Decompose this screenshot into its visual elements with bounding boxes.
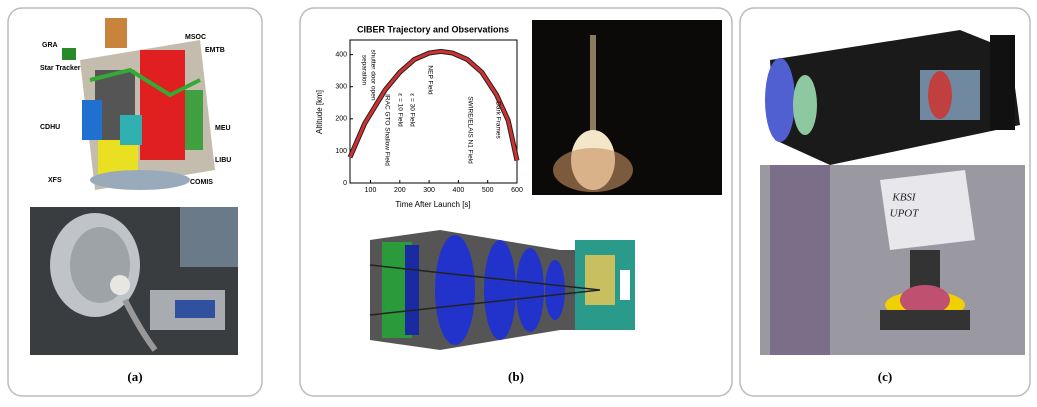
x-tick-label: 500 bbox=[482, 187, 494, 194]
component-label: CDHU bbox=[40, 124, 60, 131]
instrument-render bbox=[760, 165, 1025, 355]
trajectory-line bbox=[348, 49, 519, 161]
component-label: Star Tracker bbox=[40, 65, 81, 72]
y-tick-label: 100 bbox=[335, 148, 347, 155]
y-tick-label: 400 bbox=[335, 51, 347, 58]
phase-annotation: shutter door open bbox=[369, 50, 376, 101]
x-tick-label: 100 bbox=[365, 187, 377, 194]
caption: (c) bbox=[878, 369, 892, 384]
caption: (a) bbox=[127, 369, 142, 384]
y-tick-label: 200 bbox=[335, 116, 347, 123]
x-tick-label: 600 bbox=[511, 187, 523, 194]
engraved-label: UPOT bbox=[890, 208, 920, 220]
x-tick-label: 300 bbox=[423, 187, 435, 194]
phase-annotation: NEP Field bbox=[426, 65, 433, 95]
cylinder-render bbox=[765, 30, 1020, 165]
y-axis-label: Altitude [km] bbox=[315, 90, 324, 134]
plot-frame bbox=[349, 39, 518, 184]
component-label: MSOC bbox=[185, 34, 206, 41]
y-tick-label: 300 bbox=[335, 84, 347, 91]
x-axis-label: Time After Launch [s] bbox=[395, 200, 470, 209]
plot-title: CIBER Trajectory and Observations bbox=[357, 24, 509, 34]
component-label: MEU bbox=[215, 125, 231, 132]
component-label: COMIS bbox=[190, 179, 213, 186]
engraved-label: KBSI bbox=[891, 192, 917, 204]
phase-annotation: separation bbox=[360, 55, 367, 86]
component-label: EMTB bbox=[205, 47, 225, 54]
component-label: LIBU bbox=[215, 157, 231, 164]
optics-drawing bbox=[369, 230, 635, 350]
x-tick-label: 200 bbox=[394, 187, 406, 194]
phase-annotation: SWIRE/ELAIS N1 Field bbox=[466, 96, 473, 164]
phase-annotation: Dark Frames bbox=[494, 101, 501, 139]
instrument-drawing bbox=[62, 18, 215, 190]
component-label: XFS bbox=[48, 177, 62, 184]
rocket-photo bbox=[532, 20, 722, 195]
y-tick-label: 0 bbox=[343, 180, 347, 187]
phase-annotation: ε = 30 Field bbox=[408, 93, 415, 127]
component-label: GRA bbox=[42, 42, 58, 49]
x-tick-label: 400 bbox=[453, 187, 465, 194]
machining-photo bbox=[30, 207, 238, 355]
phase-annotation: IRAC GTO Shallow Field bbox=[383, 94, 390, 166]
phase-annotation: ε = 10 Field bbox=[396, 93, 403, 127]
caption: (b) bbox=[508, 369, 524, 384]
